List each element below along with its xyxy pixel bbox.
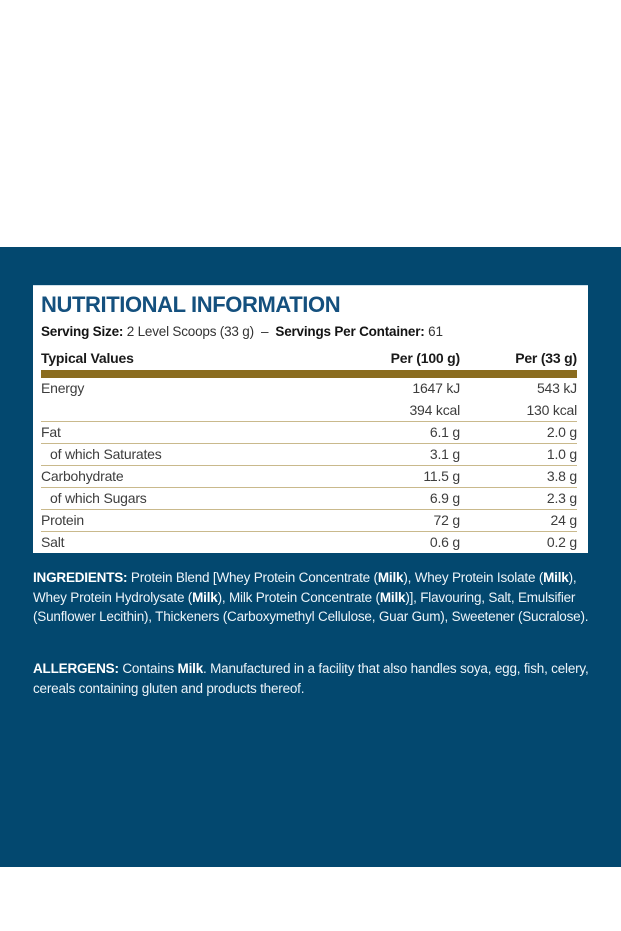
row-value-per-33g: 2.0 g — [546, 424, 577, 440]
row-value-per-100g: 394 kcal — [409, 402, 460, 418]
nutrition-rows: Energy 1647 kJ 543 kJ 394 kcal 130 kcal Fat 6.… — [41, 378, 577, 554]
header-typical-values: Typical Values — [41, 350, 134, 366]
row-label: Protein — [41, 512, 84, 528]
table-row: of which Saturates 3.1 g 1.0 g — [41, 444, 577, 466]
bold-text-run: Milk — [192, 589, 218, 605]
row-value-per-33g: 3.8 g — [546, 468, 577, 484]
row-value-per-100g: 6.1 g — [429, 424, 460, 440]
row-label: of which Saturates — [50, 446, 162, 462]
row-label: of which Sugars — [50, 490, 147, 506]
header-per-33g: Per (33 g) — [515, 350, 577, 366]
row-value-per-33g: 130 kcal — [526, 402, 577, 418]
row-value-per-33g: 2.3 g — [546, 490, 577, 506]
text-run: – — [253, 324, 276, 339]
text-run: ), Milk Protein Concentrate ( — [217, 589, 380, 605]
row-value-per-100g: 6.9 g — [429, 490, 460, 506]
table-row: Fat 6.1 g 2.0 g — [41, 422, 577, 444]
gold-divider-bar — [41, 370, 577, 378]
row-label: Carbohydrate — [41, 468, 124, 484]
bold-text-run: Milk — [177, 661, 204, 676]
table-header: Typical Values Per (100 g) Per (33 g) — [41, 349, 577, 367]
serving-size-line: Serving Size: 2 Level Scoops (33 g) – Se… — [41, 323, 577, 341]
header-per-100g: Per (100 g) — [390, 350, 461, 366]
row-value-per-33g: 24 g — [550, 512, 578, 528]
panel-title: NUTRITIONAL INFORMATION — [41, 292, 341, 317]
allergens-paragraph: ALLERGENS: Contains Milk. Manufactured i… — [33, 659, 589, 698]
text-run: Contains — [122, 661, 178, 676]
bold-text-run: Milk — [377, 570, 404, 585]
row-label: Fat — [41, 424, 61, 440]
row-value-per-100g: 72 g — [433, 512, 461, 528]
row-label — [41, 400, 340, 421]
bold-text-run: INGREDIENTS: — [33, 570, 131, 585]
row-value-per-100g: 11.5 g — [423, 468, 460, 484]
text-run: 2 Level Scoops (33 g) — [126, 324, 254, 339]
table-row: Salt 0.6 g 0.2 g — [41, 532, 577, 554]
text-run: Protein Blend [Whey Protein Concentrate … — [130, 570, 378, 585]
row-label: Salt — [41, 534, 65, 550]
bold-text-run: Milk — [379, 589, 406, 605]
row-value-per-100g: 0.6 g — [429, 534, 460, 550]
blue-background-block: NUTRITIONAL INFORMATION Serving Size: 2 … — [0, 247, 621, 867]
table-row: Carbohydrate 11.5 g 3.8 g — [41, 466, 577, 488]
table-row: Energy 1647 kJ 543 kJ — [41, 378, 577, 400]
bold-text-run: Servings Per Container: — [275, 324, 429, 339]
bold-text-run: Serving Size: — [41, 324, 127, 339]
text-run: . Manufactured in a facility that also h… — [33, 661, 589, 696]
bold-text-run: ALLERGENS: — [33, 661, 123, 676]
text-run: 61 — [428, 324, 443, 339]
row-value-per-33g: 0.2 g — [546, 534, 577, 550]
table-row: of which Sugars 6.9 g 2.3 g — [41, 488, 577, 510]
row-value-per-33g: 1.0 g — [546, 446, 577, 462]
text-run: ), Whey Protein Hydrolysate ( — [33, 570, 577, 605]
table-row: Protein 72 g 24 g — [41, 510, 577, 532]
text-run: ), Whey Protein Isolate ( — [403, 570, 544, 585]
nutrition-panel: NUTRITIONAL INFORMATION Serving Size: 2 … — [33, 285, 588, 553]
row-value-per-33g: 543 kJ — [536, 380, 577, 396]
row-value-per-100g: 1647 kJ — [412, 380, 460, 396]
text-run: )], Flavouring, Salt, Emulsifier (Sunflo… — [33, 589, 589, 625]
table-row: 394 kcal 130 kcal — [41, 400, 577, 422]
row-label: Energy — [41, 380, 85, 396]
bold-text-run: Milk — [543, 570, 569, 585]
ingredients-paragraph: INGREDIENTS: Protein Blend [Whey Protein… — [33, 568, 589, 627]
row-value-per-100g: 3.1 g — [429, 446, 460, 462]
